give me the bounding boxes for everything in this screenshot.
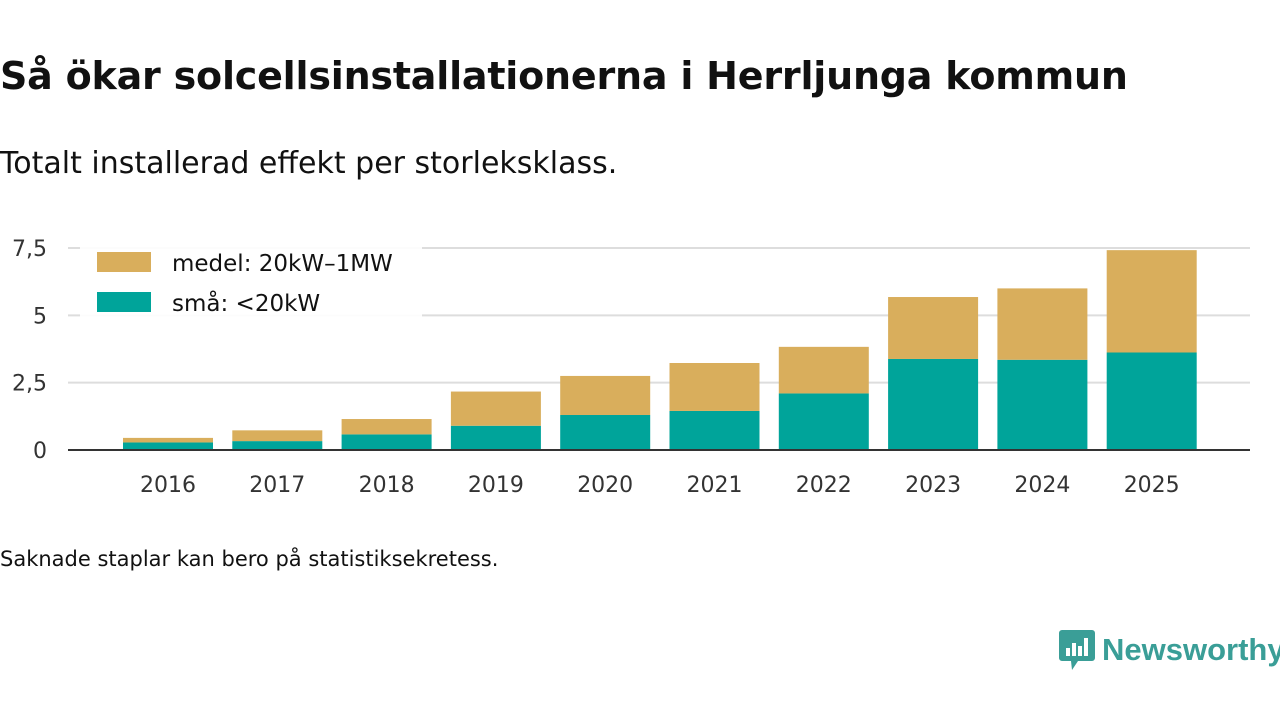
stacked-bar-chart: 0 2,5 5 7,5 2016 2017 2018 2019 2020 2021 2022 2023… [12,237,1250,498]
y-tick-label: 2,5 [12,372,47,397]
x-tick-label: 2021 [687,473,743,498]
y-tick-label: 0 [33,439,47,464]
x-tick-label: 2025 [1124,473,1180,498]
bar-small-2019 [450,425,541,450]
x-tick-label: 2023 [905,473,961,498]
chart-subtitle: Totalt installerad effekt per storlekskl… [0,146,618,181]
bar-small-2025 [1106,352,1197,450]
bar-medium-2020 [560,375,651,415]
bar-medium-2024 [997,288,1088,360]
brand-logo: Newsworthy [1058,628,1280,672]
legend-label: små: <20kW [172,289,320,317]
bar-medium-2022 [778,346,869,394]
newsworthy-chart-bubble-icon [1059,630,1095,670]
x-tick-label: 2016 [140,473,196,498]
bar-medium-2017 [232,430,323,442]
footnote: Saknade staplar kan bero på statistiksek… [0,547,499,571]
legend-label: medel: 20kW–1MW [172,251,393,277]
legend-swatch [97,292,151,312]
x-tick-label: 2018 [359,473,415,498]
bar-medium-2023 [888,297,979,359]
bar-small-2018 [341,434,432,450]
bar-small-2017 [232,441,323,450]
x-tick-label: 2024 [1014,473,1070,498]
bar-medium-2025 [1106,250,1197,353]
bar-medium-2016 [123,437,213,443]
bar-small-2021 [669,410,760,450]
bar-medium-2019 [450,391,541,426]
bar-small-2020 [560,414,651,450]
bar-small-2024 [997,359,1088,450]
x-tick-label: 2022 [796,473,852,498]
legend-swatch [97,252,151,272]
x-tick-label: 2019 [468,473,524,498]
chart-title: Så ökar solcellsinstallationerna i Herrl… [0,54,1128,98]
bar-small-2022 [778,393,869,450]
axes: 0 2,5 5 7,5 2016 2017 2018 2019 2020 2021 2022 2023… [12,237,1250,498]
bar-small-2016 [123,442,213,450]
brand-name: Newsworthy [1102,632,1280,667]
x-tick-label: 2020 [577,473,633,498]
y-tick-label: 7,5 [12,237,47,262]
bar-medium-2021 [669,363,760,411]
legend: medel: 20kW–1MW små: <20kW [80,244,422,342]
bars [123,250,1197,450]
bar-small-2023 [888,358,979,450]
x-tick-label: 2017 [249,473,305,498]
bar-medium-2018 [341,419,432,435]
y-tick-label: 5 [33,304,47,329]
